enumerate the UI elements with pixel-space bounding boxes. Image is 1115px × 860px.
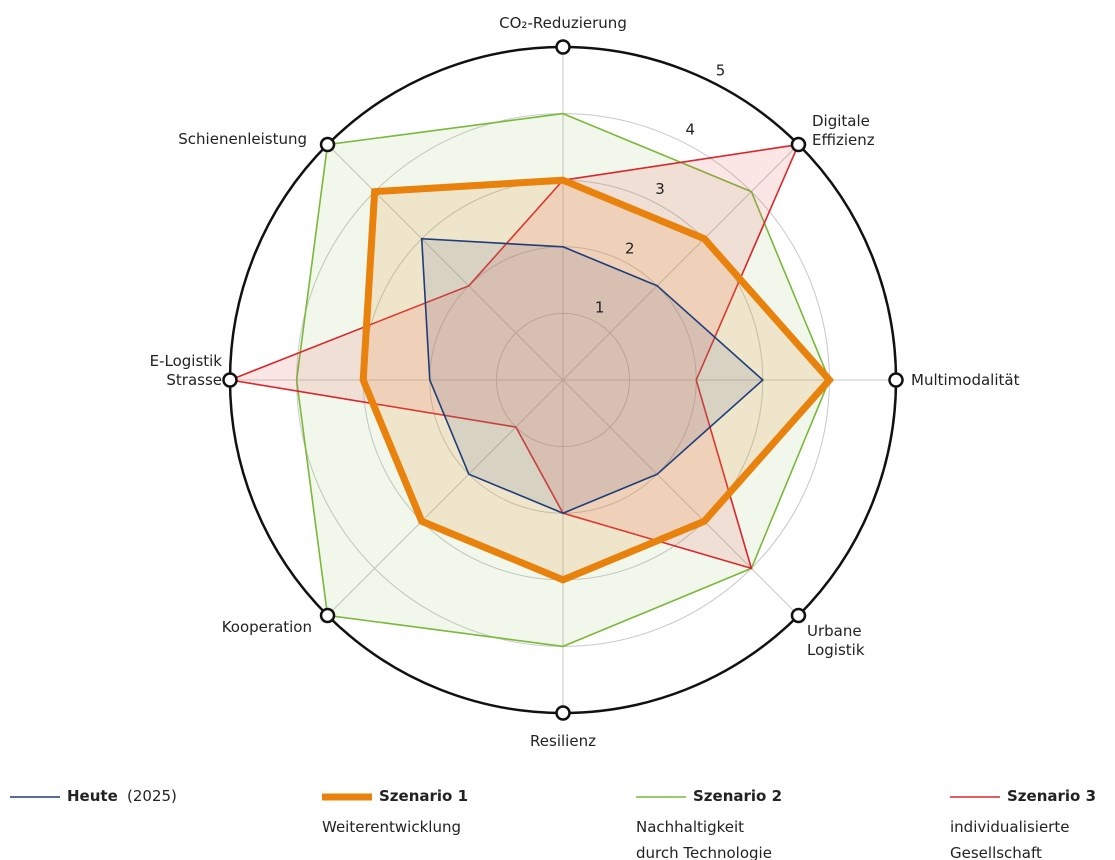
r-tick-label: 5 xyxy=(716,61,726,79)
legend-name: Szenario 3 xyxy=(1007,787,1097,805)
axis-marker xyxy=(555,705,571,721)
legend-note: Weiterentwicklung xyxy=(322,818,461,836)
legend-note: (2025) xyxy=(127,787,177,805)
axis-marker xyxy=(555,39,571,55)
axis-marker xyxy=(888,372,904,388)
legend-note: individualisierte Gesellschaft xyxy=(950,818,1070,860)
axis-label: Digitale Effizienz xyxy=(812,112,875,149)
r-tick-label: 2 xyxy=(625,239,635,257)
r-tick-label: 1 xyxy=(595,299,605,317)
legend-name: Szenario 2 xyxy=(693,787,783,805)
axis-marker xyxy=(319,136,336,153)
legend-name: Szenario 1 xyxy=(379,787,469,805)
axis-label: CO₂-Reduzierung xyxy=(499,14,627,32)
axis-line xyxy=(327,144,564,381)
r-tick-label: 4 xyxy=(686,121,696,139)
axis-label: Resilienz xyxy=(530,732,596,750)
axis-line xyxy=(327,379,564,616)
axis-label: Kooperation xyxy=(221,618,312,636)
axis-label: Multimodalität xyxy=(911,371,1020,389)
axis-marker xyxy=(790,136,807,153)
legend-note: Nachhaltigkeit durch Technologie xyxy=(636,818,772,860)
axis-line xyxy=(562,379,799,616)
axis-marker xyxy=(790,607,807,624)
axis-line xyxy=(562,144,799,381)
axis-label: Urbane Logistik xyxy=(807,622,865,659)
series-area xyxy=(420,237,765,515)
axis-marker xyxy=(222,372,238,388)
axis-label: Schienenleistung xyxy=(178,130,307,148)
legend-name: Heute xyxy=(67,787,118,805)
series-area xyxy=(295,112,831,648)
axis-marker xyxy=(319,607,336,624)
r-tick-label: 3 xyxy=(655,180,665,198)
series-area xyxy=(359,176,835,584)
axis-label: E-Logistik Strasse xyxy=(149,352,222,389)
